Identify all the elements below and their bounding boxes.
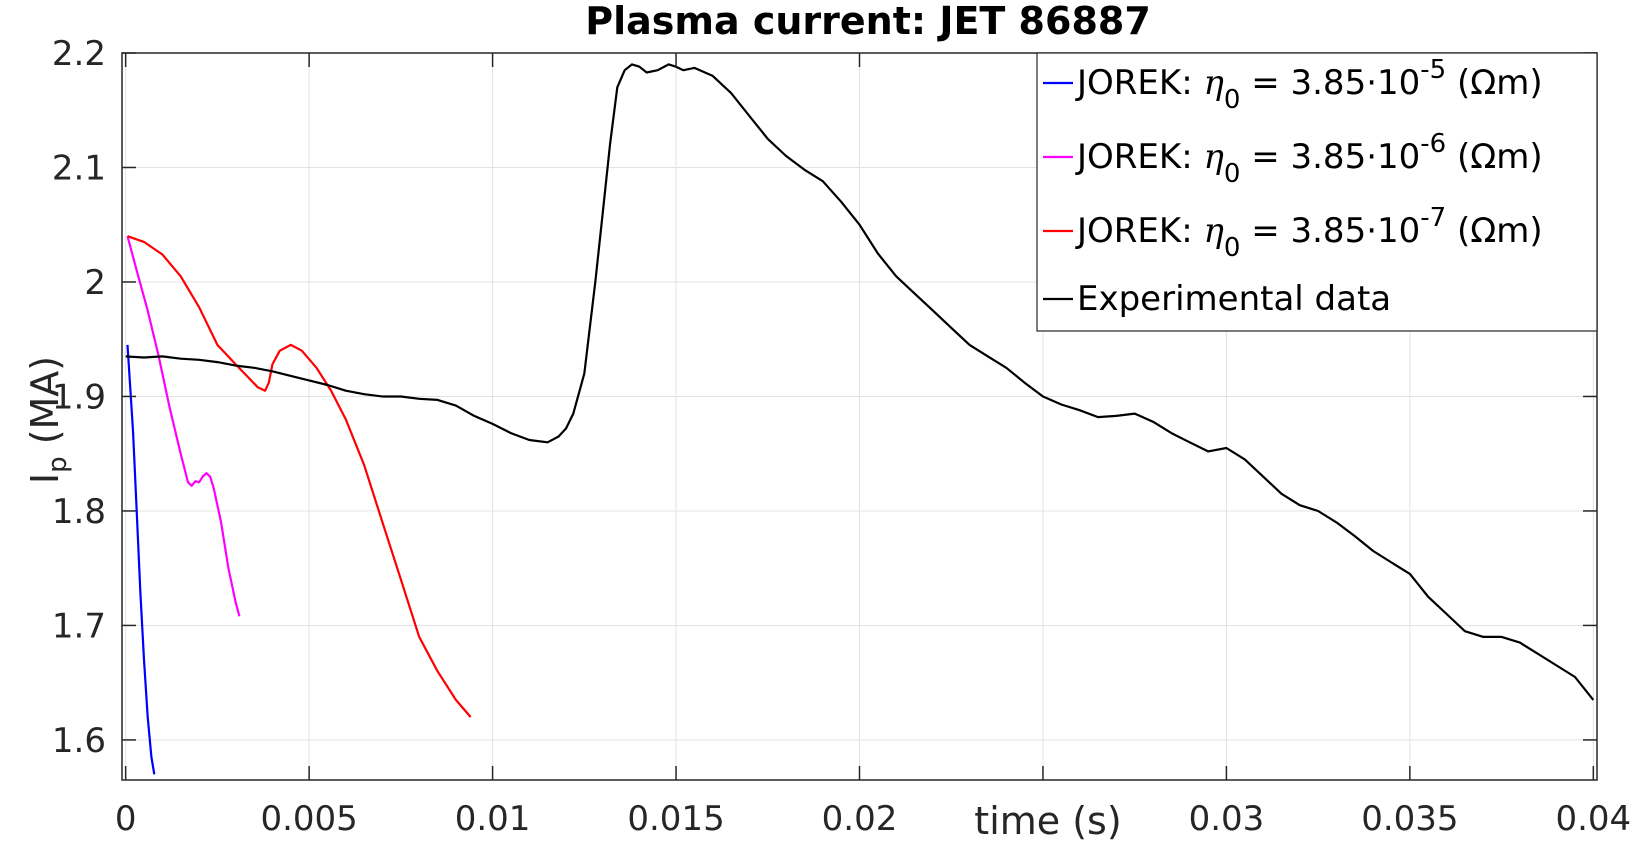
y-tick-label: 1.9 — [52, 377, 106, 417]
x-tick-label: 0.04 — [1555, 799, 1631, 839]
y-tick-label: 1.6 — [52, 721, 106, 761]
x-axis-label: time (s) — [974, 799, 1121, 842]
x-tick-label: 0.02 — [822, 799, 898, 839]
x-tick-label: 0.015 — [627, 799, 724, 839]
legend: JOREK: η0 = 3.85·10-5 (Ωm) JOREK: η0 = 3.… — [1036, 52, 1598, 332]
legend-entry: JOREK: η0 = 3.85·10-7 (Ωm) — [1075, 203, 1543, 263]
y-axis-label-main: I — [23, 473, 67, 484]
y-axis-label-unit: (MA) — [23, 356, 67, 457]
x-tick-label: 0.035 — [1361, 799, 1458, 839]
y-axis-label: Ip (MA) — [23, 356, 73, 484]
y-axis-label-sub: p — [43, 456, 73, 473]
axis-ticks: 0 0.005 0.01 0.015 0.02 0.03 0.035 0.04 1.6 1.7 1.… — [52, 34, 1631, 839]
svg-text:Ip (MA): Ip (MA) — [23, 356, 73, 484]
x-tick-label: 0 — [115, 799, 137, 839]
y-tick-label: 2.1 — [52, 148, 106, 188]
y-tick-label: 2.2 — [52, 34, 106, 74]
legend-entry: JOREK: η0 = 3.85·10-6 (Ωm) — [1075, 129, 1543, 189]
series-line-1 — [126, 344, 156, 775]
legend-box — [1036, 52, 1598, 332]
series-lines — [125, 63, 1595, 775]
y-tick-label: 1.8 — [52, 492, 106, 532]
x-tick-label: 0.01 — [455, 799, 531, 839]
chart-title: Plasma current: JET 86887 — [585, 0, 1151, 43]
series-line-3 — [127, 235, 472, 718]
legend-entry: JOREK: η0 = 3.85·10-5 (Ωm) — [1075, 55, 1543, 115]
y-tick-label: 1.7 — [52, 606, 106, 646]
y-tick-label: 2 — [84, 263, 106, 303]
series-line-2 — [126, 235, 241, 617]
legend-entry: Experimental data — [1077, 279, 1391, 319]
x-tick-label: 0.03 — [1189, 799, 1265, 839]
x-tick-label: 0.005 — [260, 799, 357, 839]
series-line-4 — [125, 63, 1595, 701]
